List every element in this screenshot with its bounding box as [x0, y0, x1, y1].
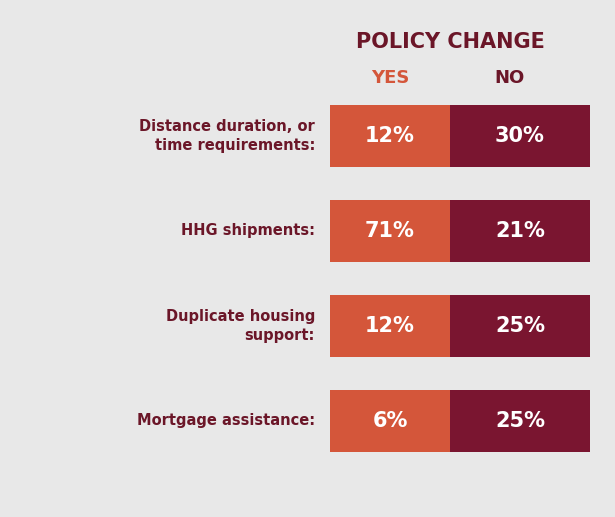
Text: NO: NO — [495, 69, 525, 87]
Text: 12%: 12% — [365, 126, 415, 146]
Text: 25%: 25% — [495, 316, 545, 336]
Text: 71%: 71% — [365, 221, 415, 241]
Text: 30%: 30% — [495, 126, 545, 146]
Bar — [450, 390, 590, 452]
Bar — [450, 200, 590, 262]
Text: HHG shipments:: HHG shipments: — [181, 223, 315, 238]
Text: Duplicate housing
support:: Duplicate housing support: — [165, 309, 315, 343]
Bar — [330, 200, 450, 262]
Text: YES: YES — [371, 69, 409, 87]
Bar — [450, 105, 590, 167]
Bar — [330, 390, 450, 452]
Text: 21%: 21% — [495, 221, 545, 241]
Text: POLICY CHANGE: POLICY CHANGE — [355, 32, 544, 52]
Text: 25%: 25% — [495, 411, 545, 431]
Bar — [330, 105, 450, 167]
Text: 6%: 6% — [372, 411, 408, 431]
Bar — [450, 295, 590, 357]
Bar — [330, 295, 450, 357]
Text: Distance duration, or
time requirements:: Distance duration, or time requirements: — [139, 118, 315, 154]
Text: Mortgage assistance:: Mortgage assistance: — [137, 414, 315, 429]
Text: 12%: 12% — [365, 316, 415, 336]
